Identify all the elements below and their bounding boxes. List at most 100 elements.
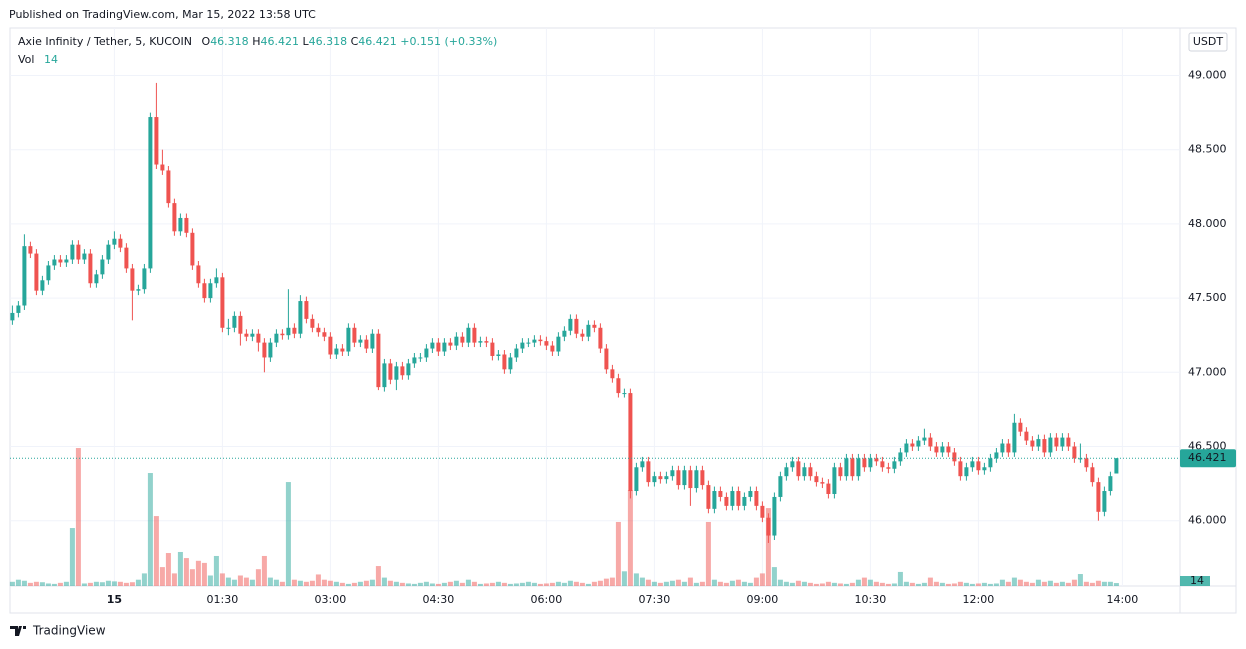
footer-brand: TradingView xyxy=(32,624,106,638)
candle-body xyxy=(664,476,669,480)
candle-body xyxy=(142,268,147,290)
candle-body xyxy=(154,117,159,165)
candle-body xyxy=(904,443,909,453)
volume-bar xyxy=(1113,583,1119,586)
candle-body xyxy=(400,366,405,376)
volume-bar xyxy=(789,582,795,586)
volume-value: 14 xyxy=(43,53,58,66)
candle-body xyxy=(1024,431,1029,441)
candle-body xyxy=(532,339,537,343)
candle-body xyxy=(466,327,471,343)
ohlc-value: 46.421 xyxy=(260,35,299,48)
volume-bar xyxy=(771,567,777,586)
volume-bar xyxy=(633,573,639,586)
candle-body xyxy=(850,458,855,477)
volume-bar xyxy=(1023,581,1029,586)
y-tick-label: 46.000 xyxy=(1188,514,1227,527)
volume-bar xyxy=(819,583,825,586)
change-value: +0.151 (+0.33%) xyxy=(400,35,498,48)
candle-body xyxy=(340,348,345,352)
volume-bar xyxy=(813,583,819,586)
currency-box[interactable] xyxy=(1188,32,1228,52)
volume-bar xyxy=(1017,579,1023,586)
candle-body xyxy=(862,458,867,468)
volume-bar xyxy=(429,583,435,586)
candle-body xyxy=(736,491,741,506)
volume-bar xyxy=(111,581,117,586)
currency[interactable]: USDT xyxy=(1193,35,1224,48)
candle-body xyxy=(1000,443,1005,453)
chart-frame xyxy=(9,27,1237,614)
candle-body xyxy=(700,470,705,486)
last-price-tag xyxy=(1180,449,1236,468)
volume-tag xyxy=(1180,576,1210,586)
candle-body xyxy=(94,274,99,284)
candle-body xyxy=(220,277,225,328)
candle-body xyxy=(58,259,63,263)
candle-body xyxy=(358,339,363,343)
candle-body xyxy=(1090,467,1095,483)
candle-body xyxy=(820,482,825,484)
candle-body xyxy=(124,247,129,269)
candle-body xyxy=(538,339,543,342)
volume-bar xyxy=(273,579,279,586)
volume-bar xyxy=(435,583,441,586)
candle-body xyxy=(130,268,135,291)
candle-body xyxy=(1042,439,1047,453)
volume-bar xyxy=(909,582,915,586)
candle-body xyxy=(592,324,597,328)
volume-bar xyxy=(903,581,909,586)
candle-body xyxy=(526,342,531,344)
candle-body xyxy=(916,440,921,447)
volume-bar xyxy=(303,581,309,586)
candle-body xyxy=(1078,458,1083,460)
candle-body xyxy=(568,318,573,331)
candle-body xyxy=(226,327,231,329)
candle-body xyxy=(784,467,789,477)
volume-bar xyxy=(417,582,423,586)
candle-body xyxy=(874,458,879,462)
volume-bar xyxy=(219,573,225,586)
candle-body xyxy=(718,491,723,497)
volume-bar xyxy=(939,582,945,586)
volume-bar xyxy=(651,581,657,586)
volume-bar xyxy=(981,582,987,586)
candle-body xyxy=(898,452,903,462)
volume-tag-label: 14 xyxy=(1190,574,1204,587)
candle-body xyxy=(880,461,885,468)
candle-body xyxy=(610,369,615,379)
candle-body xyxy=(652,476,657,483)
volume-bar xyxy=(915,583,921,586)
volume-bar xyxy=(351,582,357,586)
volume-bar xyxy=(207,575,213,586)
volume-bar xyxy=(57,582,63,586)
candle-body xyxy=(160,164,165,171)
candle-body xyxy=(106,244,111,260)
volume-bar xyxy=(399,582,405,586)
volume-bar xyxy=(81,583,87,586)
candle-body xyxy=(322,332,327,337)
ohlc-value: 46.318 xyxy=(308,35,348,48)
volume-bar xyxy=(267,577,273,586)
candle-body xyxy=(922,437,927,441)
candle-body xyxy=(352,327,357,343)
candle-body xyxy=(844,458,849,477)
volume-bar xyxy=(123,582,129,586)
volume-bar xyxy=(669,580,675,586)
candle-body xyxy=(40,280,45,291)
candle-body xyxy=(856,458,861,477)
candle-body xyxy=(484,341,489,343)
volume-bar xyxy=(513,583,519,586)
candle-body xyxy=(148,117,153,269)
volume-bar xyxy=(45,583,51,586)
candle-body xyxy=(616,378,621,394)
volume-bar xyxy=(519,582,525,586)
candle-body xyxy=(172,203,177,232)
candle-body xyxy=(328,336,333,355)
candle-body xyxy=(556,336,561,352)
volume-bar xyxy=(165,553,171,586)
volume-bar xyxy=(753,577,759,586)
x-tick-label: 10:30 xyxy=(855,593,887,606)
volume-bar xyxy=(873,581,879,586)
volume-bar xyxy=(777,579,783,586)
